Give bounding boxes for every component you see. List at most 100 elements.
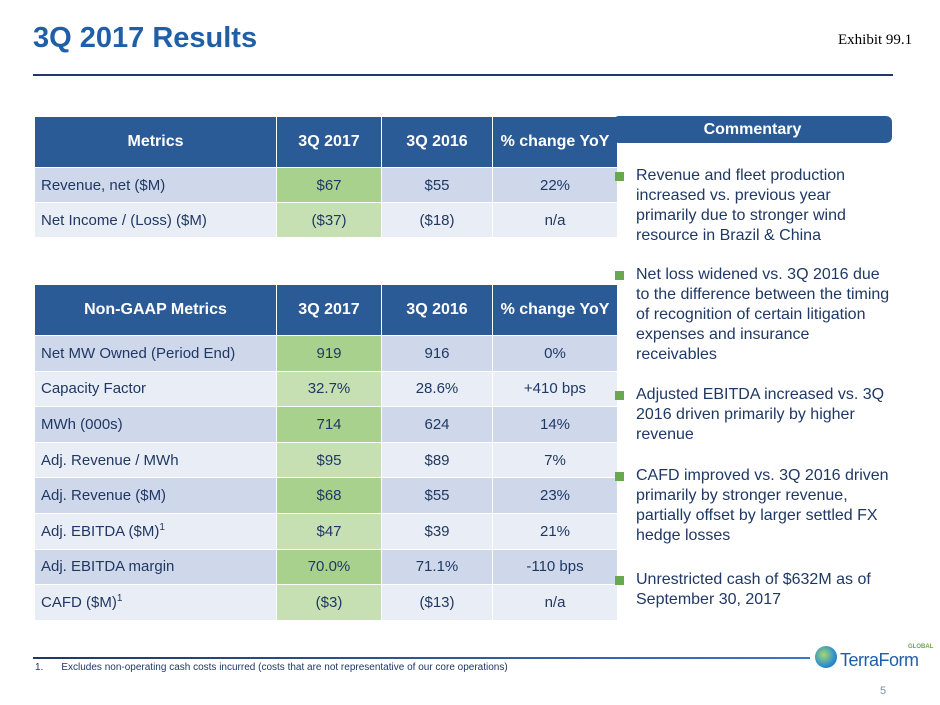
cell-text: $68 <box>316 487 342 505</box>
footnote-marker: 1 <box>116 593 123 605</box>
cell: 28.6% <box>381 370 493 408</box>
cell: ($18) <box>381 202 493 238</box>
data-row: Adj. Revenue ($M) $68 $55 23% <box>34 477 618 514</box>
cell: $47 <box>276 512 382 550</box>
cell-text: $67 <box>316 176 342 194</box>
cell-text: $95 <box>316 451 342 469</box>
cell-text: $55 <box>424 487 450 505</box>
cell-text: Net Income / (Loss) ($M) <box>41 211 207 229</box>
exhibit-label: Exhibit 99.1 <box>838 32 913 48</box>
footnote-marker: 1 <box>159 522 165 534</box>
cell: $67 <box>276 167 382 203</box>
cell-text: Adj. EBITDA ($M) <box>41 523 160 541</box>
cell: 32.7% <box>276 370 382 408</box>
cell: $55 <box>381 477 493 514</box>
cell-text: 916 <box>424 344 450 362</box>
cell: $68 <box>276 477 382 514</box>
title: 3Q 2017 Results <box>33 22 258 54</box>
cell-text: 32.7% <box>307 380 351 398</box>
cell-text: 714 <box>316 415 342 433</box>
cell: 0% <box>492 335 618 372</box>
cell-text: 21% <box>539 522 571 540</box>
cell: Net Income / (Loss) ($M) <box>34 202 277 238</box>
cell: 21% <box>492 512 618 550</box>
data-row: MWh (000s) 714 624 14% <box>34 406 618 443</box>
data-row: Adj. EBITDA margin 70.0% 71.1% -110 bps <box>34 548 618 586</box>
cell-text: 28.6% <box>415 380 459 398</box>
cell: +410 bps <box>492 370 618 408</box>
title-rule <box>33 74 893 76</box>
cell-text: $47 <box>316 522 342 540</box>
cell: Net MW Owned (Period End) <box>34 335 277 372</box>
cell: $95 <box>276 441 382 479</box>
cell: $55 <box>381 167 493 203</box>
commentary-bullet: Unrestricted cash of $632M as of Septemb… <box>615 570 890 610</box>
cell-text: 624 <box>424 415 450 433</box>
commentary-heading: Commentary <box>613 116 892 143</box>
data-row: Net MW Owned (Period End) 919 916 0% <box>34 335 618 372</box>
cell-text: Capacity Factor <box>41 380 147 398</box>
data-row: CAFD ($M)1 ($3) ($13) n/a <box>34 584 618 621</box>
cell-text: $55 <box>424 176 450 194</box>
header-row: Non-GAAP Metrics 3Q 2017 3Q 2016% change Y… <box>34 284 618 336</box>
cell-text: 70.0% <box>307 558 351 576</box>
metrics-table: Metrics 3Q 2017 3Q 2016% change YoY Revenue… <box>34 116 618 238</box>
header-cell: 3Q 2017 <box>276 284 382 336</box>
cell-text: n/a <box>544 593 566 611</box>
cell-text: 22% <box>539 176 571 194</box>
data-row: Adj. EBITDA ($M)1 $47 $39 21% <box>34 512 618 550</box>
cell: 714 <box>276 406 382 443</box>
cell-text: +410 bps <box>523 380 587 398</box>
cell: ($3) <box>276 584 382 621</box>
cell-text: 0% <box>544 344 566 362</box>
cell: Adj. EBITDA margin <box>34 548 277 586</box>
cell-text: $89 <box>424 451 450 469</box>
header-cell: 3Q 2016 <box>381 284 493 336</box>
cell: 7% <box>492 441 618 479</box>
data-row: Net Income / (Loss) ($M) ($37) ($18) n/a <box>34 202 618 238</box>
cell: ($13) <box>381 584 493 621</box>
cell: -110 bps <box>492 548 618 586</box>
cell-text: Net MW Owned (Period End) <box>41 344 236 362</box>
cell: Capacity Factor <box>34 370 277 408</box>
header-cell: % change YoY <box>492 284 618 336</box>
footnote: 1. Excludes non-operating cash costs incu… <box>35 662 508 673</box>
cell-text: ($3) <box>315 593 343 611</box>
header-cell: % change YoY <box>492 116 618 168</box>
cell: $39 <box>381 512 493 550</box>
cell-text: ($13) <box>419 593 455 611</box>
commentary-bullet: Revenue and fleet production increased v… <box>615 166 890 246</box>
cell-text: Adj. EBITDA margin <box>41 558 175 576</box>
logo-icon <box>815 646 837 668</box>
data-row: Capacity Factor 32.7% 28.6% +410 bps <box>34 370 618 408</box>
cell-text: $39 <box>424 522 450 540</box>
non-gaap-table: Non-GAAP Metrics 3Q 2017 3Q 2016% change Y… <box>34 284 618 621</box>
data-row: Revenue, net ($M) $67 $55 22% <box>34 167 618 203</box>
cell: 23% <box>492 477 618 514</box>
cell-text: -110 bps <box>526 558 584 576</box>
cell-text: Adj. Revenue ($M) <box>41 487 167 505</box>
cell: ($37) <box>276 202 382 238</box>
cell: n/a <box>492 202 618 238</box>
cell: 71.1% <box>381 548 493 586</box>
header-cell: 3Q 2017 <box>276 116 382 168</box>
footnote-text: Excludes non-operating cash costs incurr… <box>61 662 508 673</box>
cell: MWh (000s) <box>34 406 277 443</box>
commentary-bullet: CAFD improved vs. 3Q 2016 driven primari… <box>615 466 890 546</box>
cell-text: ($18) <box>419 211 455 229</box>
cell: Adj. EBITDA ($M)1 <box>34 512 277 550</box>
cell: 624 <box>381 406 493 443</box>
footer-rule <box>33 657 810 659</box>
header-cell: 3Q 2016 <box>381 116 493 168</box>
header-row: Metrics 3Q 2017 3Q 2016% change YoY <box>34 116 618 168</box>
cell: Adj. Revenue / MWh <box>34 441 277 479</box>
cell-text: CAFD ($M) <box>41 594 117 612</box>
cell-text: 14% <box>539 415 571 433</box>
cell: 70.0% <box>276 548 382 586</box>
cell-text: 23% <box>539 487 571 505</box>
logo-name: TerraForm <box>840 650 919 670</box>
cell-text: n/a <box>544 211 566 229</box>
cell: CAFD ($M)1 <box>34 584 277 621</box>
cell: 919 <box>276 335 382 372</box>
